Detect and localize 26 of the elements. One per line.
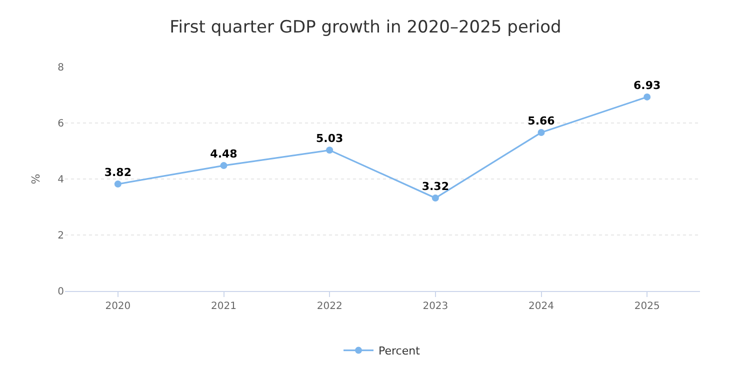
- data-label: 4.48: [210, 147, 238, 160]
- y-axis-title: %: [29, 174, 42, 184]
- y-tick-label: 0: [58, 286, 64, 298]
- point: [644, 93, 651, 100]
- point: [220, 162, 228, 170]
- y-tick-label: 8: [58, 62, 64, 74]
- data-label: 3.32: [422, 180, 449, 193]
- point: [538, 129, 545, 136]
- point: [432, 194, 439, 202]
- y-tick-label: 4: [58, 174, 64, 186]
- x-tick-label: 2023: [422, 301, 448, 312]
- y-tick-label: 6: [58, 118, 64, 130]
- data-label: 5.66: [528, 114, 556, 128]
- x-tick-label: 2022: [316, 301, 342, 312]
- data-label: 5.03: [316, 132, 344, 146]
- point: [114, 180, 122, 188]
- data-label: 6.93: [634, 78, 661, 92]
- chart-title: First quarter GDP growth in 2020–2025 period: [170, 17, 562, 38]
- x-tick-label: 2021: [211, 301, 236, 312]
- x-tick-label: 2025: [634, 301, 660, 312]
- legend-label: Percent: [378, 344, 421, 358]
- data-label: 3.82: [104, 166, 132, 179]
- point: [326, 146, 334, 154]
- y-tick-label: 2: [58, 230, 64, 242]
- x-tick-label: 2020: [105, 301, 131, 312]
- x-tick-label: 2024: [528, 301, 554, 312]
